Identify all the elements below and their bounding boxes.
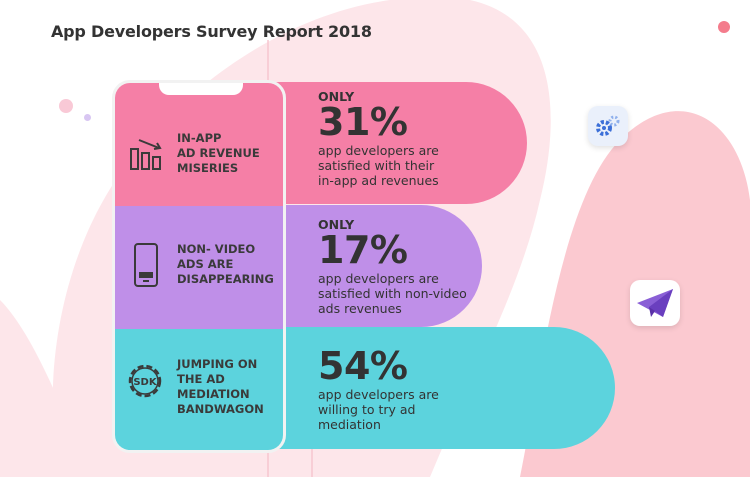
bar-chart-down-icon: [130, 139, 162, 170]
section-label-in-app: IN-APP AD REVENUE MISERIES: [177, 131, 282, 176]
label-line: MISERIES: [177, 161, 239, 175]
label-line: NON- VIDEO: [177, 242, 256, 256]
desc-line: app developers are: [318, 271, 439, 286]
decor-dot-pink: [59, 99, 73, 113]
paper-plane-icon: [637, 289, 673, 317]
label-line: BANDWAGON: [177, 402, 264, 416]
desc-line: app developers are: [318, 387, 439, 402]
phone-section-in-app: IN-APP AD REVENUE MISERIES: [115, 83, 283, 206]
decor-dot-lavender: [84, 114, 91, 121]
sdk-gear-icon: SDK: [128, 364, 162, 398]
stat-mediation: 54% app developers are willing to try ad…: [318, 344, 439, 432]
phone-frame: IN-APP AD REVENUE MISERIES NON- VIDEO AD…: [112, 80, 286, 453]
section-label-mediation: JUMPING ON THE AD MEDIATION BANDWAGON: [177, 357, 282, 417]
label-line: ADS ARE: [177, 257, 234, 271]
stat-percent: 17%: [318, 228, 408, 272]
phone-notch: [159, 83, 243, 95]
stat-description: app developers are satisfied with their …: [318, 143, 439, 188]
desc-line: in-app ad revenues: [318, 173, 439, 188]
section-label-non-video: NON- VIDEO ADS ARE DISAPPEARING: [177, 242, 282, 287]
stat-non-video: ONLY 17% app developers are satisfied wi…: [318, 217, 467, 317]
label-line: JUMPING ON: [177, 357, 258, 371]
desc-line: app developers are: [318, 143, 439, 158]
desc-line: mediation: [318, 417, 381, 432]
phone-section-mediation: SDK JUMPING ON THE AD MEDIATION BANDWAGO…: [115, 329, 283, 450]
stat-percent: 54%: [318, 344, 408, 388]
label-line: THE AD: [177, 372, 225, 386]
phone-section-non-video: NON- VIDEO ADS ARE DISAPPEARING: [115, 206, 283, 329]
page-title: App Developers Survey Report 2018: [51, 22, 372, 41]
label-line: IN-APP: [177, 131, 222, 145]
stat-percent: 31%: [318, 100, 408, 144]
label-line: DISAPPEARING: [177, 272, 274, 286]
send-badge: [630, 280, 680, 326]
stat-prefix: ONLY: [318, 89, 355, 104]
stat-description: app developers are willing to try ad med…: [318, 387, 439, 432]
desc-line: willing to try ad: [318, 402, 416, 417]
svg-text:SDK: SDK: [133, 377, 158, 388]
decor-dot-red: [718, 21, 730, 33]
stat-prefix: ONLY: [318, 217, 355, 232]
desc-line: satisfied with non-video: [318, 286, 467, 301]
desc-line: satisfied with their: [318, 158, 435, 173]
label-line: MEDIATION: [177, 387, 250, 401]
settings-badge: [588, 106, 628, 146]
stat-description: app developers are satisfied with non-vi…: [318, 271, 467, 316]
smartphone-icon: [134, 243, 158, 287]
desc-line: ads revenues: [318, 301, 402, 316]
label-line: AD REVENUE: [177, 146, 260, 160]
stat-in-app: ONLY 31% app developers are satisfied wi…: [318, 89, 439, 189]
gears-icon: [596, 115, 620, 136]
